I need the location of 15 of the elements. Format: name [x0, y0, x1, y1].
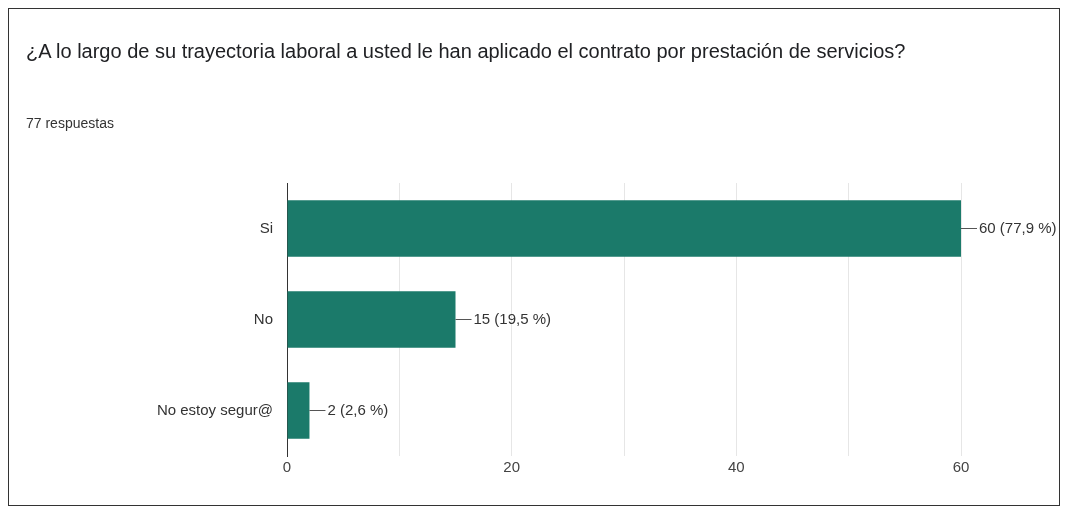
text: 77 respuestas — [26, 115, 114, 131]
y-tick-label: Si — [259, 218, 273, 236]
bar — [287, 291, 456, 348]
data-label: 2 (2,6 %) — [327, 400, 389, 418]
x-tick-label: 60 — [952, 458, 970, 476]
data-label: 60 (77,9 %) — [979, 218, 1057, 236]
x-tick-label: 40 — [727, 458, 745, 476]
bar — [287, 382, 310, 439]
x-tick-label: 0 — [282, 458, 292, 476]
chart-title: ¿A lo largo de su trayectoria laboral a usted le han aplicado el contrato por prestación de servicios? — [26, 39, 907, 64]
x-tick-label: 20 — [503, 458, 521, 476]
data-label: 15 (19,5 %) — [473, 309, 552, 327]
bar — [287, 200, 961, 257]
y-tick-label: No estoy segur@ — [156, 400, 273, 418]
y-tick-label: No — [253, 309, 273, 327]
